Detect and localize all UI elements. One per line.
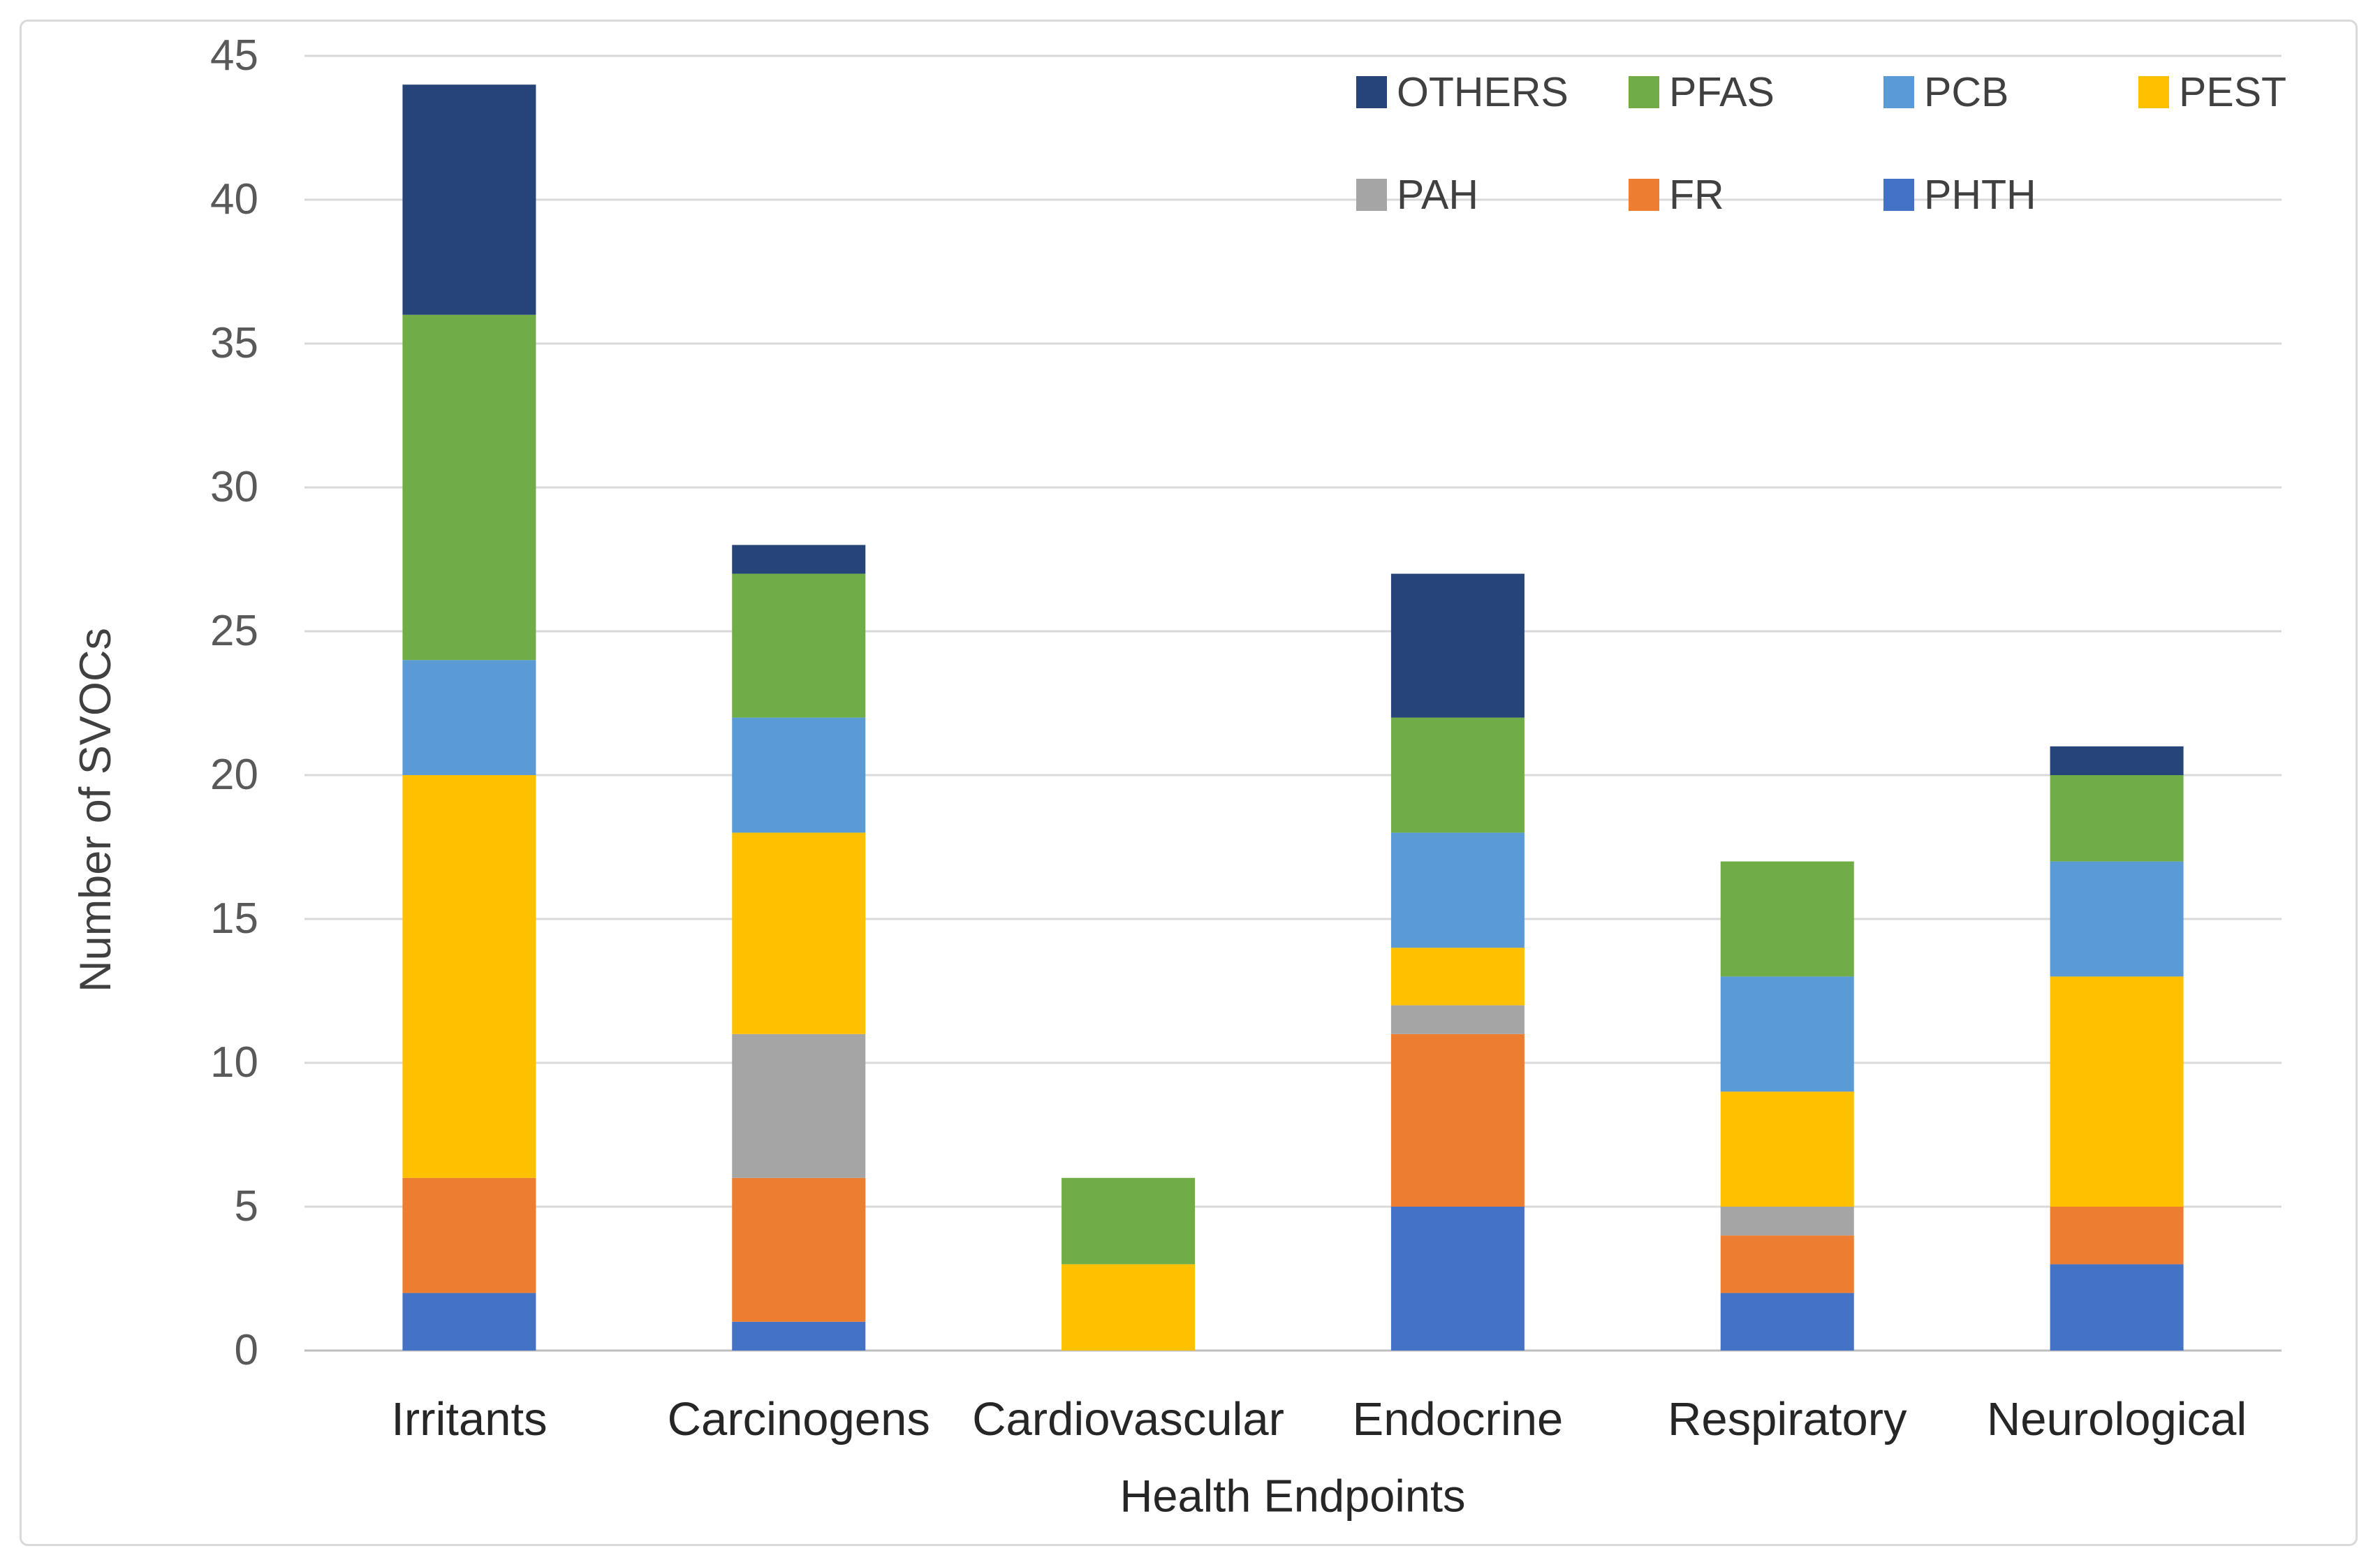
legend-swatch-others <box>1356 75 1387 108</box>
y-tick-label-0: 0 <box>234 1326 258 1374</box>
bar-segment-cardiovascular-pfas <box>1062 1177 1196 1265</box>
legend-label-pah: PAH <box>1397 171 1478 218</box>
bar-segment-respiratory-pah <box>1720 1207 1854 1236</box>
bar-segment-carcinogens-fr <box>732 1177 866 1322</box>
bar-segment-carcinogens-others <box>732 545 866 574</box>
x-category-label-cardiovascular: Cardiovascular <box>972 1393 1284 1445</box>
legend-label-fr: FR <box>1669 171 1724 218</box>
bar-segment-endocrine-pest <box>1390 948 1525 1006</box>
legend-item-pfas: PFAS <box>1629 71 1883 114</box>
bar-segment-carcinogens-pfas <box>732 573 866 718</box>
bar-segment-endocrine-pfas <box>1390 717 1525 833</box>
bar-segment-irritants-pcb <box>402 660 536 775</box>
bar-segment-respiratory-phth <box>1720 1293 1854 1351</box>
bar-segment-endocrine-pah <box>1390 1005 1525 1034</box>
bar-segment-respiratory-fr <box>1720 1235 1854 1293</box>
y-tick-label-20: 20 <box>210 751 258 799</box>
bar-segment-endocrine-fr <box>1390 1033 1525 1207</box>
legend-item-pah: PAH <box>1356 173 1629 216</box>
legend-swatch-fr <box>1629 178 1659 211</box>
bar-segment-irritants-phth <box>402 1293 536 1351</box>
bar-segment-respiratory-pest <box>1720 1091 1854 1207</box>
bar-segment-neurological-pest <box>2050 976 2184 1207</box>
legend-item-fr: FR <box>1629 173 1883 216</box>
x-category-label-respiratory: Respiratory <box>1667 1393 1907 1445</box>
legend-swatch-pfas <box>1629 75 1659 108</box>
bar-segment-irritants-pfas <box>402 314 536 661</box>
bar-segment-neurological-phth <box>2050 1264 2184 1351</box>
legend-item-pest: PEST <box>2138 71 2380 114</box>
legend-item-others: OTHERS <box>1356 71 1629 114</box>
legend-item-phth: PHTH <box>1883 173 2138 216</box>
legend-swatch-pest <box>2138 75 2169 108</box>
chart-legend: OTHERS PFAS PCB PEST PAH FR PHTH <box>1356 41 2380 246</box>
legend-label-others: OTHERS <box>1397 68 1569 115</box>
bar-segment-neurological-fr <box>2050 1207 2184 1265</box>
bar-segment-endocrine-others <box>1390 573 1525 718</box>
legend-label-phth: PHTH <box>1924 171 2036 218</box>
bar-segment-respiratory-pfas <box>1720 861 1854 977</box>
bar-segment-irritants-pest <box>402 775 536 1178</box>
y-tick-label-10: 10 <box>210 1038 258 1087</box>
y-tick-label-30: 30 <box>210 463 258 511</box>
legend-swatch-phth <box>1883 178 1914 211</box>
legend-label-pcb: PCB <box>1924 68 2009 115</box>
bar-segment-endocrine-pcb <box>1390 832 1525 948</box>
x-category-label-endocrine: Endocrine <box>1352 1393 1564 1445</box>
bar-segment-endocrine-phth <box>1390 1207 1525 1351</box>
y-tick-label-5: 5 <box>234 1182 258 1230</box>
bar-segment-carcinogens-pah <box>732 1033 866 1178</box>
bar-segment-carcinogens-phth <box>732 1321 866 1351</box>
bar-segment-irritants-others <box>402 84 536 315</box>
x-category-label-irritants: Irritants <box>391 1393 548 1445</box>
x-category-label-carcinogens: Carcinogens <box>667 1393 930 1445</box>
legend-item-pcb: PCB <box>1883 71 2138 114</box>
x-axis-title: Health Endpoints <box>1119 1470 1466 1522</box>
y-tick-label-25: 25 <box>210 607 258 655</box>
legend-swatch-pah <box>1356 178 1387 211</box>
x-category-label-neurological: Neurological <box>1986 1393 2247 1445</box>
bar-segment-carcinogens-pest <box>732 832 866 1034</box>
bar-segment-irritants-fr <box>402 1177 536 1293</box>
y-tick-label-40: 40 <box>210 175 258 223</box>
bar-segment-neurological-others <box>2050 746 2184 775</box>
y-axis-title: Number of SVOCs <box>71 628 120 992</box>
legend-swatch-pcb <box>1883 75 1914 108</box>
y-tick-label-45: 45 <box>210 31 258 80</box>
bar-segment-cardiovascular-pest <box>1062 1264 1196 1351</box>
bar-segment-carcinogens-pcb <box>732 717 866 833</box>
bar-segment-respiratory-pcb <box>1720 976 1854 1092</box>
legend-label-pest: PEST <box>2179 68 2287 115</box>
y-tick-label-35: 35 <box>210 319 258 367</box>
bar-segment-neurological-pcb <box>2050 861 2184 977</box>
bar-segment-neurological-pfas <box>2050 775 2184 862</box>
y-tick-label-15: 15 <box>210 895 258 943</box>
legend-label-pfas: PFAS <box>1669 68 1775 115</box>
